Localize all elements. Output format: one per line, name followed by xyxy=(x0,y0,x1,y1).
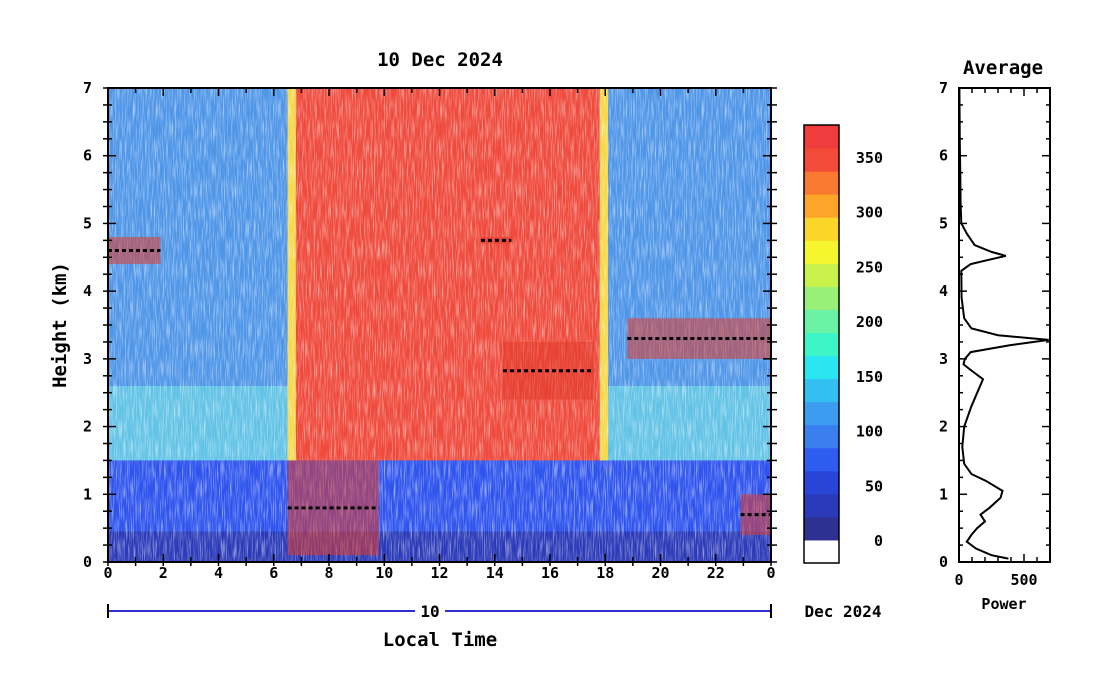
x-tick-label: 22 xyxy=(707,564,725,582)
colorbar-tick-label: 250 xyxy=(856,258,883,276)
colorbar-box xyxy=(804,171,839,195)
y-tick-label: 6 xyxy=(83,147,92,165)
average-ticks: 0 1 2 3 4 5 6 7 0 500 xyxy=(939,79,1051,589)
colorbar-tick-labels: 0 50 100 150 200 250 300 350 xyxy=(856,149,883,550)
y-tick-label: 0 xyxy=(83,553,92,571)
average-frame xyxy=(958,87,1051,563)
colorbar-box xyxy=(804,263,839,287)
average-panel: 0 1 2 3 4 5 6 7 0 500 Average Power xyxy=(939,57,1051,613)
x-tick-label: 6 xyxy=(269,564,278,582)
x-tick-label: 0 xyxy=(766,564,775,582)
x-tick-label: 2 xyxy=(159,564,168,582)
colorbar-box xyxy=(804,447,839,472)
colorbar-box xyxy=(804,539,839,564)
avg-y-tick-label: 1 xyxy=(939,485,948,503)
colorbar-box xyxy=(804,378,839,403)
y-tick-label: 2 xyxy=(83,418,92,436)
colorbar-tick-label: 50 xyxy=(865,477,883,495)
cloud-features xyxy=(108,236,771,556)
heatmap-y-axis-label: Height (km) xyxy=(49,262,71,388)
colorbar-boxes xyxy=(804,125,839,564)
date-bar: 10 Dec 2024 xyxy=(107,602,882,621)
colorbar-box xyxy=(804,401,839,426)
avg-y-tick-label: 3 xyxy=(939,350,948,368)
colorbar-box xyxy=(804,286,839,310)
x-tick-label: 14 xyxy=(486,564,504,582)
colorbar-box xyxy=(804,217,839,241)
x-tick-label: 4 xyxy=(214,564,223,582)
avg-y-tick-label: 7 xyxy=(939,79,948,97)
colorbar-box xyxy=(804,332,839,357)
x-tick-label: 20 xyxy=(651,564,669,582)
colorbar-box xyxy=(804,309,839,333)
colorbar: 0 50 100 150 200 250 300 350 xyxy=(803,124,883,564)
y-tick-label: 3 xyxy=(83,350,92,368)
avg-y-tick-label: 2 xyxy=(939,418,948,436)
avg-x-tick-label: 0 xyxy=(954,571,963,589)
y-tick-label: 7 xyxy=(83,79,92,97)
average-title: Average xyxy=(963,57,1043,79)
colorbar-box xyxy=(804,148,839,172)
y-tick-label: 1 xyxy=(83,485,92,503)
colorbar-box xyxy=(804,240,839,264)
colorbar-tick-label: 300 xyxy=(856,204,883,222)
avg-x-tick-label: 500 xyxy=(1010,571,1037,589)
colorbar-tick-label: 200 xyxy=(856,313,883,331)
colorbar-box xyxy=(804,355,839,380)
avg-y-tick-label: 4 xyxy=(939,282,948,300)
avg-y-tick-label: 6 xyxy=(939,147,948,165)
colorbar-box xyxy=(804,470,839,495)
y-tick-label: 5 xyxy=(83,214,92,232)
average-x-axis-label: Power xyxy=(981,595,1026,613)
avg-y-tick-label: 5 xyxy=(939,214,948,232)
colorbar-tick-label: 100 xyxy=(856,423,883,441)
y-tick-label: 4 xyxy=(83,282,92,300)
x-tick-label: 0 xyxy=(103,564,112,582)
date-bar-day: 10 xyxy=(420,602,439,621)
x-tick-label: 16 xyxy=(541,564,559,582)
average-profile-line xyxy=(958,87,1049,560)
x-tick-label: 8 xyxy=(324,564,333,582)
date-bar-month-year: Dec 2024 xyxy=(804,602,881,621)
x-tick-label: 10 xyxy=(375,564,393,582)
heatmap-x-axis-label: Local Time xyxy=(383,629,497,651)
colorbar-box xyxy=(804,424,839,449)
colorbar-box xyxy=(804,493,839,518)
colorbar-box xyxy=(804,194,839,218)
avg-y-tick-label: 0 xyxy=(939,553,948,571)
colorbar-box xyxy=(804,516,839,541)
colorbar-tick-label: 150 xyxy=(856,368,883,386)
colorbar-tick-label: 350 xyxy=(856,149,883,167)
heatmap-title: 10 Dec 2024 xyxy=(377,49,503,71)
x-tick-label: 18 xyxy=(596,564,614,582)
colorbar-box xyxy=(804,125,839,149)
colorbar-frame xyxy=(803,124,840,564)
x-tick-label: 12 xyxy=(430,564,448,582)
colorbar-tick-label: 0 xyxy=(874,532,883,550)
